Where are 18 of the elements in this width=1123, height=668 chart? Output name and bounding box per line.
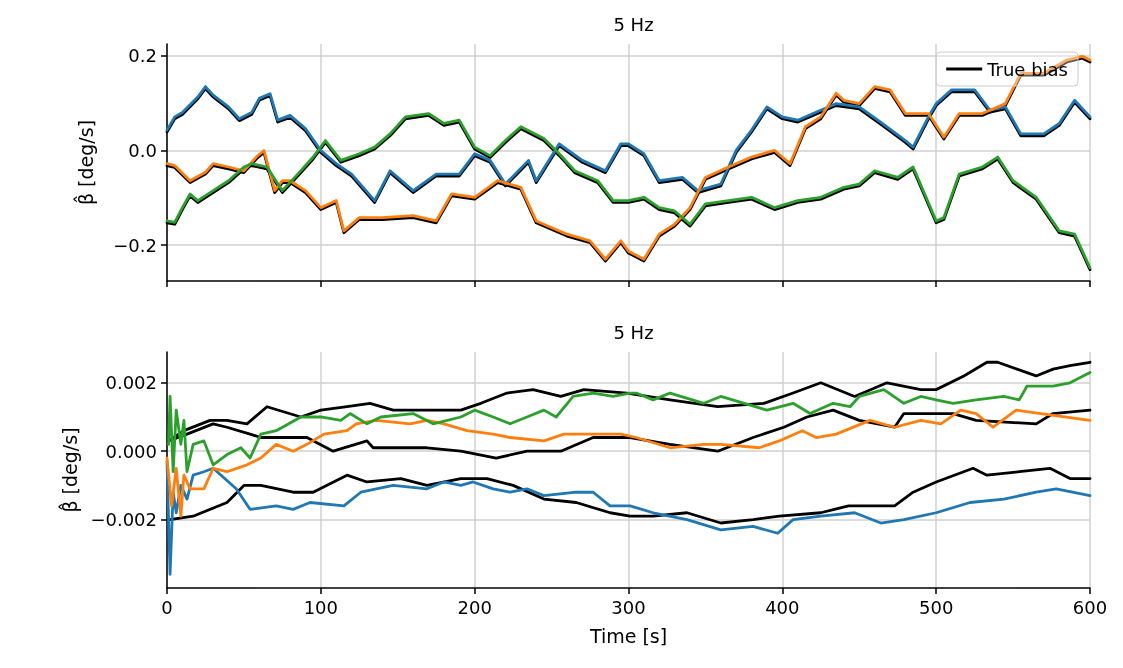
y-tick-label: 0.0 xyxy=(128,139,157,161)
y-tick-label: 0.2 xyxy=(128,45,157,67)
y-axis-title: β̂ [deg/s] xyxy=(73,119,97,206)
x-tick-label: 400 xyxy=(765,596,800,618)
y-tick-label: −0.2 xyxy=(113,234,157,256)
y-axis-title: β̂ [deg/s] xyxy=(57,427,81,513)
x-tick-label: 0 xyxy=(161,596,173,618)
chart-title: 5 Hz xyxy=(613,321,654,343)
x-axis-title: Time [s] xyxy=(588,624,668,647)
x-tick-label: 100 xyxy=(303,596,339,618)
chart-title: 5 Hz xyxy=(613,13,654,35)
x-tick-label: 200 xyxy=(457,596,492,618)
x-tick-label: 600 xyxy=(1072,596,1108,618)
x-tick-label: 300 xyxy=(611,596,646,618)
y-tick-label: 0.002 xyxy=(105,372,157,394)
y-tick-label: 0.000 xyxy=(105,440,157,462)
y-tick-label: −0.002 xyxy=(90,509,157,531)
x-tick-label: 500 xyxy=(918,596,954,618)
